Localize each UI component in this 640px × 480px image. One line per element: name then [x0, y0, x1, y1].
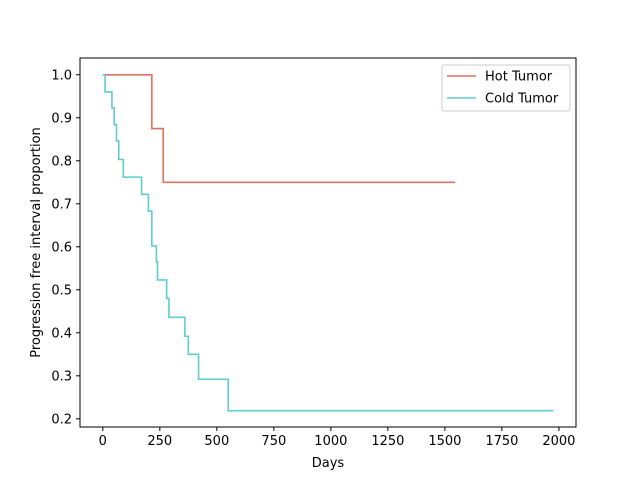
y-axis-label: Progression free interval proportion — [29, 127, 44, 358]
y-tick-label: 0.9 — [51, 111, 72, 126]
x-tick-label: 0 — [99, 434, 107, 449]
x-tick-label: 1500 — [428, 434, 461, 449]
y-tick-label: 0.2 — [51, 412, 72, 427]
y-tick-label: 0.7 — [51, 197, 72, 212]
x-tick-label: 1250 — [371, 434, 404, 449]
y-axis-ticks: 0.2 0.3 0.4 0.5 0.6 0.7 0.8 0.9 1.0 — [51, 68, 80, 427]
y-tick-label: 1.0 — [51, 68, 72, 83]
x-axis-label: Days — [312, 456, 345, 471]
x-axis-ticks: 0 250 500 750 1000 1250 1500 1750 2000 — [99, 427, 575, 449]
series-line-cold-tumor — [102, 73, 554, 412]
y-tick-label: 0.5 — [51, 283, 72, 298]
x-tick-label: 750 — [261, 434, 286, 449]
x-tick-label: 2000 — [542, 434, 575, 449]
x-tick-label: 250 — [147, 434, 172, 449]
x-tick-label: 1000 — [314, 434, 347, 449]
x-tick-label: 1750 — [485, 434, 518, 449]
y-tick-label: 0.3 — [51, 369, 72, 384]
y-tick-label: 0.8 — [51, 154, 72, 169]
y-tick-label: 0.6 — [51, 240, 72, 255]
legend: Hot Tumor Cold Tumor — [441, 64, 571, 112]
y-tick-label: 0.4 — [51, 326, 72, 341]
legend-label-hot-tumor: Hot Tumor — [485, 70, 553, 85]
series-layer — [102, 73, 554, 412]
x-tick-label: 500 — [204, 434, 229, 449]
legend-label-cold-tumor: Cold Tumor — [485, 92, 559, 107]
plot-area-frame — [79, 57, 577, 428]
series-line-hot-tumor — [102, 73, 456, 184]
